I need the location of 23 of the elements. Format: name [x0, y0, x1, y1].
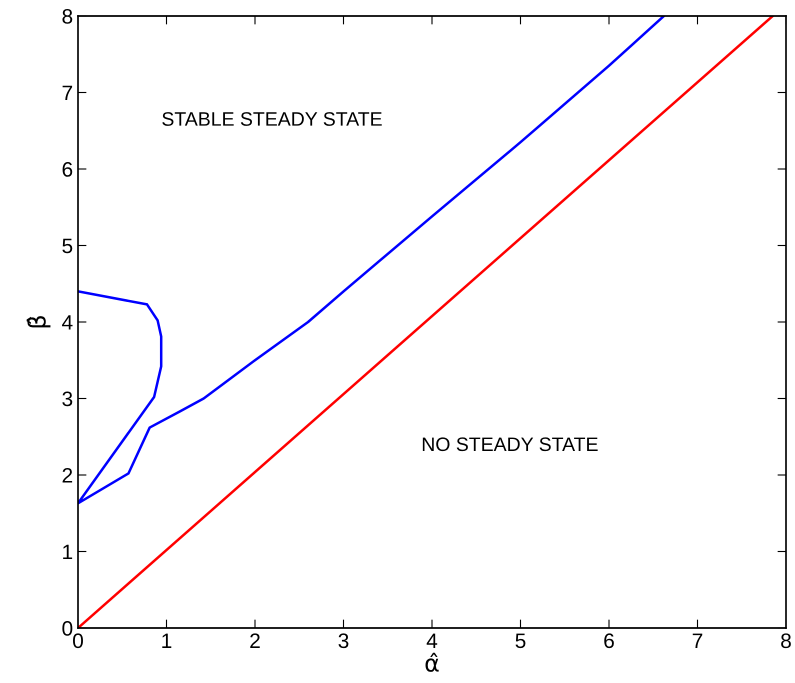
x-tick-label: 0: [73, 633, 83, 648]
annotation: NO STEADY STATE: [422, 437, 598, 452]
y-tick-label: 5: [62, 238, 72, 254]
x-tick-label: 7: [692, 634, 702, 648]
x-tick-label: 4: [426, 634, 438, 648]
x-tick-label: 6: [604, 633, 614, 648]
y-tick-label: 1: [63, 544, 72, 560]
x-axis-title: α̂: [426, 652, 439, 672]
x-tick-label: 3: [338, 633, 348, 648]
y-tick-label: 6: [62, 162, 72, 177]
x-tick-label: 1: [162, 634, 172, 648]
x-tick-label: 8: [781, 633, 791, 648]
y-tick-label: 3: [62, 392, 72, 406]
y-tick-label: 8: [62, 9, 72, 24]
y-tick-label: 0: [62, 621, 72, 636]
y-tick-label: 7: [62, 86, 72, 100]
y-tick-label: 2: [62, 468, 72, 483]
y-tick-label: 4: [62, 315, 73, 330]
annotation: STABLE STEADY STATE: [162, 112, 382, 126]
y-axis-title: β̂: [26, 316, 50, 328]
x-tick-label: 5: [516, 634, 526, 648]
line-series: [78, 16, 666, 505]
x-tick-label: 2: [250, 633, 260, 648]
